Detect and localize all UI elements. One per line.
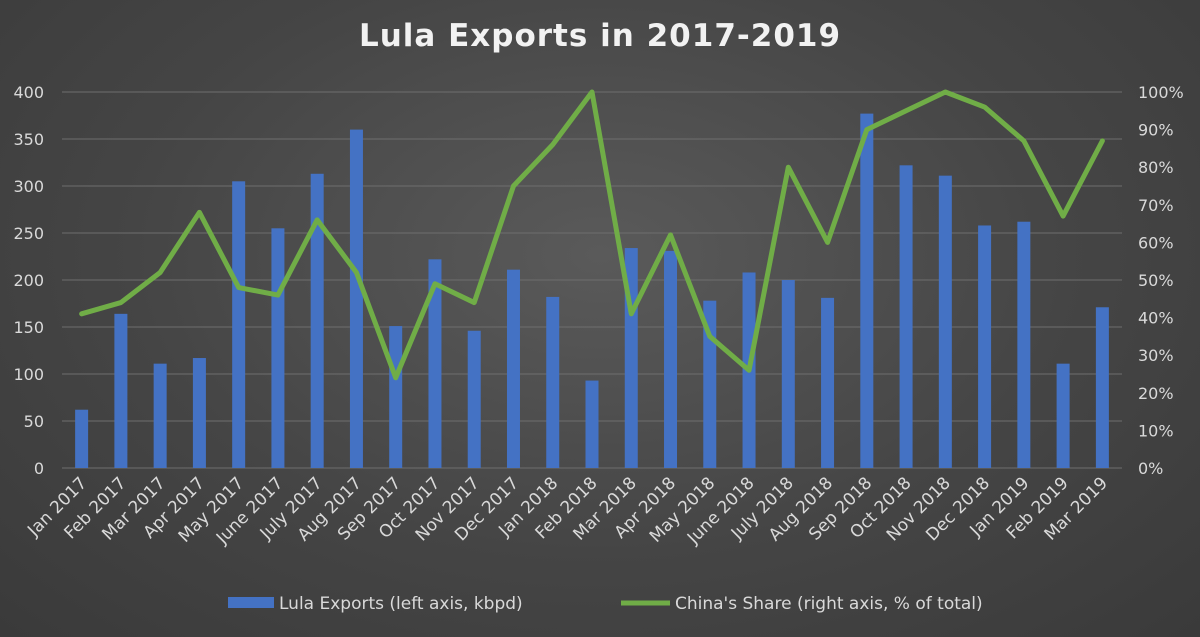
y-left-tick-label: 0	[34, 459, 44, 478]
y-right-tick-label: 20%	[1138, 384, 1174, 403]
bar	[349, 129, 363, 468]
bar	[546, 296, 560, 468]
y-right-tick-label: 40%	[1138, 309, 1174, 328]
y-right-tick-label: 100%	[1138, 83, 1184, 102]
chart-title: Lula Exports in 2017-2019	[358, 18, 842, 54]
y-right-tick-label: 60%	[1138, 233, 1174, 252]
bar	[271, 228, 285, 468]
bar	[978, 225, 992, 468]
bar	[232, 181, 246, 469]
bar	[664, 250, 678, 468]
bar	[467, 330, 481, 468]
series-line-china-share	[79, 89, 1105, 381]
y-left-tick-label: 100	[13, 365, 44, 384]
legend-label-bar: Lula Exports (left axis, kbpd)	[279, 594, 523, 614]
legend-label-line: China's Share (right axis, % of total)	[675, 594, 983, 614]
bar	[428, 259, 442, 468]
bar	[389, 326, 403, 468]
y-right-tick-label: 80%	[1138, 158, 1174, 177]
y-left-tick-label: 300	[13, 177, 44, 196]
bar	[310, 173, 324, 468]
bar	[899, 165, 913, 468]
y-right-tick-label: 10%	[1138, 421, 1174, 440]
y-right-tick-label: 50%	[1138, 271, 1174, 290]
y-right-tick-label: 30%	[1138, 346, 1174, 365]
bar	[192, 358, 206, 468]
bar	[114, 313, 128, 468]
bar	[1017, 221, 1031, 468]
y-left-tick-label: 50	[24, 412, 44, 431]
legend: Lula Exports (left axis, kbpd) China's Sh…	[228, 594, 983, 614]
bar	[821, 297, 835, 468]
bar	[153, 363, 167, 468]
bar	[781, 280, 795, 468]
y-left-tick-label: 400	[13, 83, 44, 102]
bar	[75, 409, 89, 468]
bar	[585, 380, 599, 468]
y-right-tick-label: 90%	[1138, 121, 1174, 140]
y-right-tick-label: 70%	[1138, 196, 1174, 215]
bar	[506, 269, 520, 468]
bar	[703, 300, 717, 468]
y-left-tick-label: 350	[13, 130, 44, 149]
y-right-tick-label: 0%	[1138, 459, 1163, 478]
bar	[1095, 307, 1109, 468]
bar	[938, 175, 952, 468]
y-left-tick-label: 250	[13, 224, 44, 243]
y-left-tick-label: 150	[13, 318, 44, 337]
bar	[860, 113, 874, 469]
bar	[1056, 363, 1070, 468]
y-left-tick-label: 200	[13, 271, 44, 290]
legend-swatch-bar	[228, 597, 274, 608]
